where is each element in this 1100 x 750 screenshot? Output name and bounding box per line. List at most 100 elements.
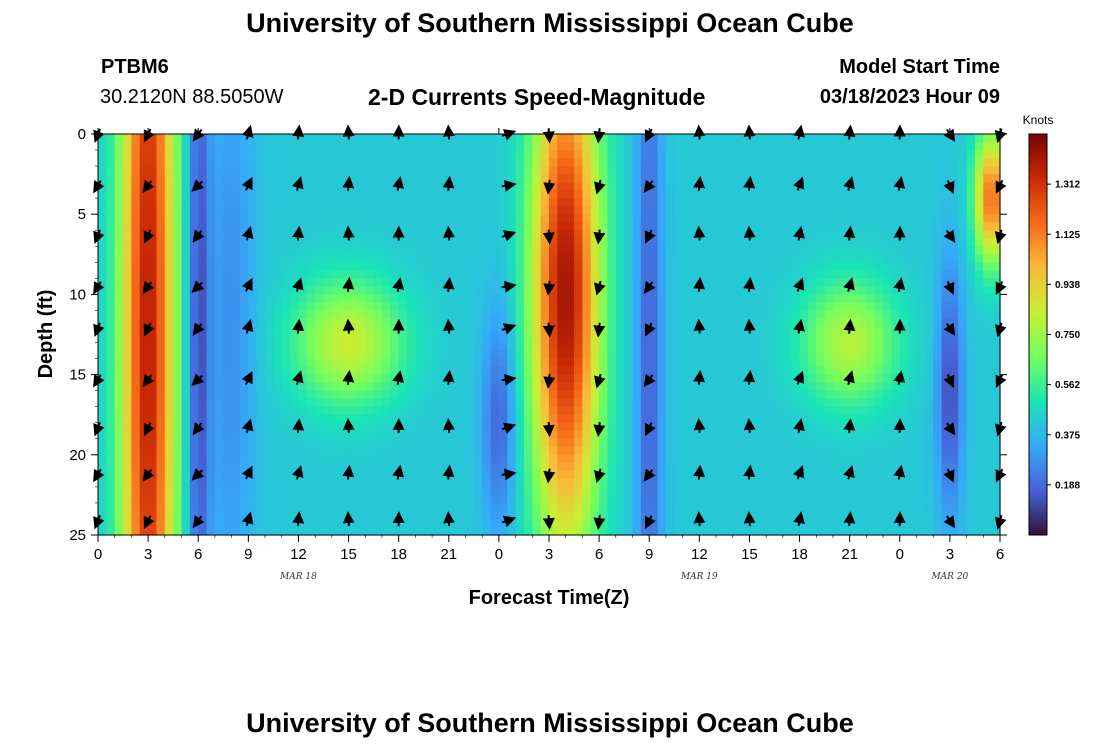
heatmap-cell bbox=[582, 382, 592, 392]
heatmap-cell bbox=[899, 198, 909, 207]
heatmap-cell bbox=[373, 326, 383, 336]
heatmap-cell bbox=[682, 430, 692, 440]
heatmap-cell bbox=[549, 342, 558, 352]
heatmap-cell bbox=[791, 414, 801, 424]
heatmap-cell bbox=[774, 326, 784, 336]
heatmap-cell bbox=[565, 470, 575, 480]
heatmap-cell bbox=[916, 438, 926, 448]
heatmap-cell bbox=[590, 406, 600, 416]
heatmap-cell bbox=[724, 470, 734, 480]
heatmap-cell bbox=[874, 358, 884, 368]
heatmap-cell bbox=[724, 382, 734, 392]
heatmap-cell bbox=[523, 406, 533, 416]
heatmap-cell bbox=[231, 310, 241, 320]
heatmap-cell bbox=[615, 182, 625, 191]
heatmap-cell bbox=[281, 462, 291, 472]
heatmap-cell bbox=[724, 222, 734, 231]
heatmap-cell bbox=[766, 150, 776, 159]
heatmap-cell bbox=[657, 302, 667, 312]
heatmap-cell bbox=[148, 262, 158, 271]
heatmap-cell bbox=[348, 430, 358, 440]
heatmap-cell bbox=[239, 158, 249, 167]
heatmap-cell bbox=[381, 278, 391, 287]
heatmap-cell bbox=[373, 142, 383, 151]
heatmap-cell bbox=[732, 374, 742, 384]
heatmap-cell bbox=[924, 166, 934, 175]
heatmap-cell bbox=[156, 206, 166, 215]
heatmap-cell bbox=[640, 198, 650, 207]
heatmap-cell bbox=[624, 486, 634, 496]
heatmap-cell bbox=[741, 174, 751, 183]
heatmap-cell bbox=[891, 454, 901, 464]
heatmap-cell bbox=[231, 214, 241, 223]
heatmap-cell bbox=[791, 238, 801, 247]
heatmap-cell bbox=[966, 262, 976, 271]
heatmap-cell bbox=[281, 286, 291, 295]
heatmap-cell bbox=[340, 430, 350, 440]
heatmap-cell bbox=[557, 198, 567, 207]
heatmap-cell bbox=[974, 470, 984, 480]
heatmap-cell bbox=[883, 414, 893, 424]
heatmap-cell bbox=[849, 350, 859, 360]
heatmap-cell bbox=[365, 174, 375, 183]
heatmap-cell bbox=[189, 318, 199, 328]
heatmap-cell bbox=[832, 278, 842, 287]
heatmap-cell bbox=[624, 494, 634, 504]
heatmap-cell bbox=[214, 494, 224, 504]
heatmap-cell bbox=[181, 286, 191, 295]
heatmap-cell bbox=[457, 294, 467, 304]
heatmap-cell bbox=[690, 342, 700, 352]
heatmap-cell bbox=[457, 382, 467, 392]
heatmap-cell bbox=[883, 494, 893, 504]
heatmap-cell bbox=[624, 294, 634, 304]
heatmap-cell bbox=[849, 358, 859, 368]
heatmap-cell bbox=[741, 190, 751, 199]
heatmap-cell bbox=[690, 198, 700, 207]
heatmap-cell bbox=[315, 486, 325, 496]
heatmap-cell bbox=[173, 318, 183, 328]
heatmap-cell bbox=[991, 446, 1001, 456]
heatmap-cell bbox=[265, 374, 274, 384]
heatmap-cell bbox=[331, 190, 341, 199]
heatmap-cell bbox=[523, 238, 533, 247]
heatmap-cell bbox=[265, 422, 274, 432]
heatmap-cell bbox=[540, 262, 550, 271]
heatmap-cell bbox=[407, 342, 416, 352]
heatmap-cell bbox=[206, 438, 216, 448]
heatmap-cell bbox=[340, 494, 350, 504]
heatmap-cell bbox=[557, 358, 567, 368]
heatmap-cell bbox=[640, 206, 650, 215]
heatmap-cell bbox=[381, 390, 391, 400]
heatmap-cell bbox=[448, 366, 458, 376]
heatmap-cell bbox=[148, 142, 158, 151]
heatmap-cell bbox=[315, 150, 325, 159]
heatmap-cell bbox=[841, 166, 851, 175]
heatmap-cell bbox=[340, 270, 350, 279]
heatmap-cell bbox=[365, 398, 375, 408]
heatmap-cell bbox=[557, 310, 567, 320]
heatmap-cell bbox=[866, 326, 876, 336]
heatmap-cell bbox=[615, 150, 625, 159]
heatmap-cell bbox=[423, 302, 433, 312]
heatmap-cell bbox=[473, 358, 483, 368]
heatmap-cell bbox=[148, 398, 158, 408]
heatmap-cell bbox=[173, 382, 183, 392]
heatmap-cell bbox=[565, 246, 575, 255]
heatmap-cell bbox=[958, 342, 968, 352]
heatmap-cell bbox=[432, 326, 442, 336]
heatmap-cell bbox=[256, 174, 266, 183]
heatmap-cell bbox=[891, 382, 901, 392]
heatmap-cell bbox=[181, 454, 191, 464]
heatmap-cell bbox=[599, 214, 609, 223]
heatmap-cell bbox=[899, 270, 909, 279]
heatmap-cell bbox=[933, 342, 943, 352]
heatmap-cell bbox=[816, 182, 826, 191]
heatmap-cell bbox=[891, 190, 901, 199]
heatmap-cell bbox=[164, 390, 174, 400]
heatmap-cell bbox=[173, 270, 183, 279]
heatmap-cell bbox=[732, 206, 742, 215]
heatmap-cell bbox=[256, 486, 266, 496]
heatmap-cell bbox=[883, 262, 893, 271]
heatmap-cell bbox=[123, 438, 133, 448]
heatmap-cell bbox=[749, 446, 759, 456]
